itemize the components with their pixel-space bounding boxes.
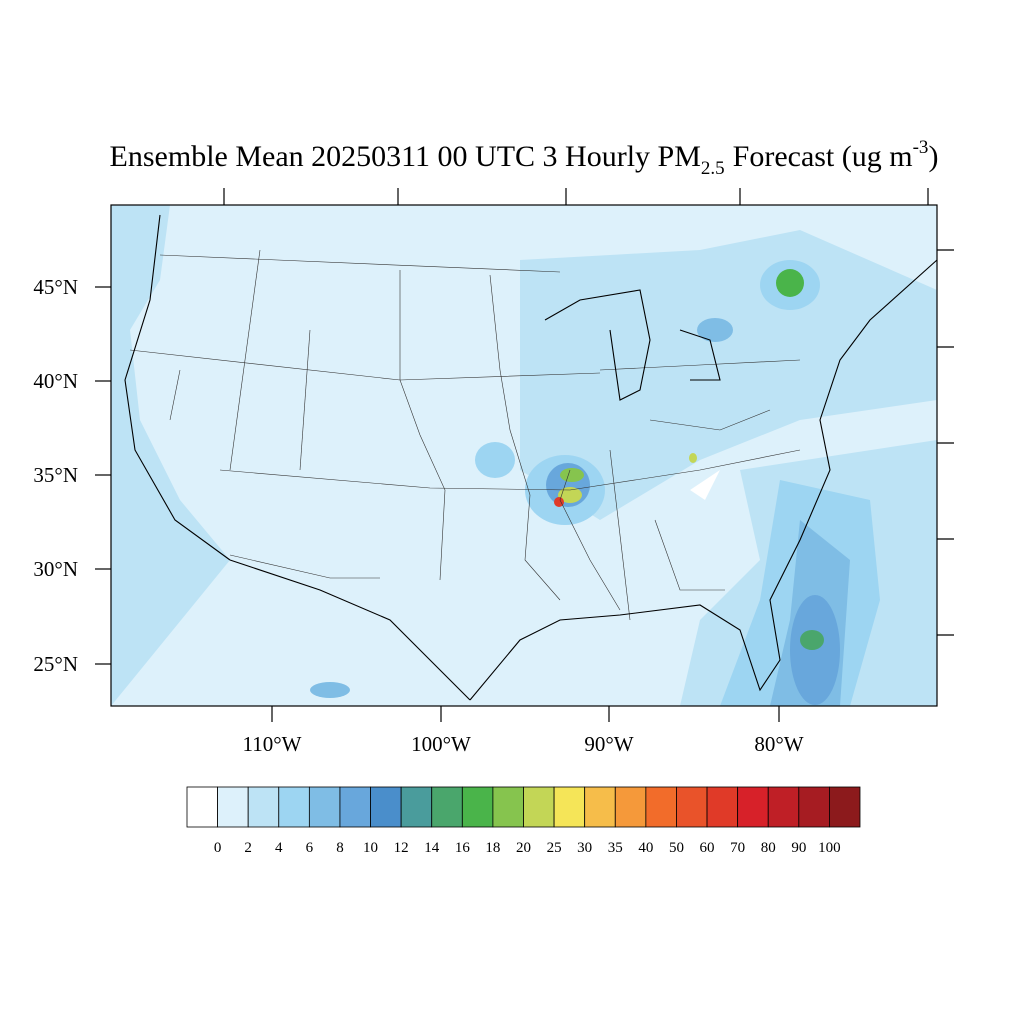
lat-label: 45°N (33, 275, 78, 299)
colorbar-label: 60 (700, 840, 715, 856)
title-sup: -3 (913, 137, 929, 158)
colorbar-label: 30 (577, 840, 592, 856)
colorbar-label: 16 (455, 840, 471, 856)
lon-label: 90°W (584, 732, 633, 756)
colorbar-label: 90 (791, 840, 806, 856)
lon-label: 80°W (754, 732, 803, 756)
colorbar-box (308, 786, 341, 828)
colorbar-box (798, 786, 830, 828)
title-end: ) (928, 140, 938, 173)
colorbar-label: 4 (275, 840, 283, 856)
lon-label: 110°W (243, 732, 302, 756)
colorbar-box (247, 786, 280, 828)
colorbar-box (584, 786, 616, 828)
colorbar-box (523, 786, 555, 828)
colorbar-box (492, 786, 524, 828)
colorbar-label: 50 (669, 840, 684, 856)
colorbar-box (553, 786, 586, 828)
colorbar-box (461, 786, 494, 828)
colorbar-label: 2 (244, 840, 252, 856)
title-main: Ensemble Mean 20250311 00 UTC 3 Hourly P… (110, 140, 701, 173)
colorbar-label: 70 (730, 840, 745, 856)
colorbar-box (431, 786, 463, 828)
colorbar-label: 6 (306, 840, 314, 856)
title: Ensemble Mean 20250311 00 UTC 3 Hourly P… (110, 137, 939, 179)
lat-label: 40°N (33, 369, 78, 393)
colorbar-label: 0 (214, 840, 222, 856)
axis-labels: 45°N 40°N 35°N 30°N 25°N 110°W 100°W 90°W 80°W (33, 275, 803, 756)
colorbar-box (278, 786, 310, 828)
colorbar-label: 35 (608, 840, 623, 856)
lat-label: 25°N (33, 652, 78, 676)
colorbar-box (645, 786, 677, 828)
title-mid: Forecast (ug m (733, 140, 913, 173)
colorbar-label: 18 (485, 840, 500, 856)
colorbar-box (614, 786, 647, 828)
colorbar-box (737, 786, 769, 828)
colorbar-box (767, 786, 800, 828)
colorbar-label: 20 (516, 840, 531, 856)
ticks (95, 188, 954, 722)
lat-label: 30°N (33, 557, 78, 581)
lat-label: 35°N (33, 463, 78, 487)
colorbar-box (706, 786, 739, 828)
colorbar: 0 2 4 6 8 10 12 14 16 18 20 25 30 35 40 50 60 70 80 90 100 (186, 786, 861, 856)
colorbar-box (400, 786, 433, 828)
colorbar-box (339, 786, 371, 828)
colorbar-label: 10 (363, 840, 378, 856)
map (95, 188, 954, 722)
colorbar-label: 12 (394, 840, 409, 856)
colorbar-box (676, 786, 708, 828)
colorbar-label: 14 (424, 840, 440, 856)
colorbar-box (829, 786, 861, 828)
lon-label: 100°W (411, 732, 471, 756)
colorbar-label: 8 (336, 840, 344, 856)
colorbar-label: 40 (638, 840, 653, 856)
colorbar-label: 25 (547, 840, 562, 856)
colorbar-box (217, 786, 249, 828)
colorbar-box (186, 786, 218, 828)
colorbar-label: 80 (761, 840, 776, 856)
colorbar-label: 100 (818, 840, 841, 856)
colorbar-box (370, 786, 402, 828)
title-sub: 2.5 (701, 158, 725, 179)
